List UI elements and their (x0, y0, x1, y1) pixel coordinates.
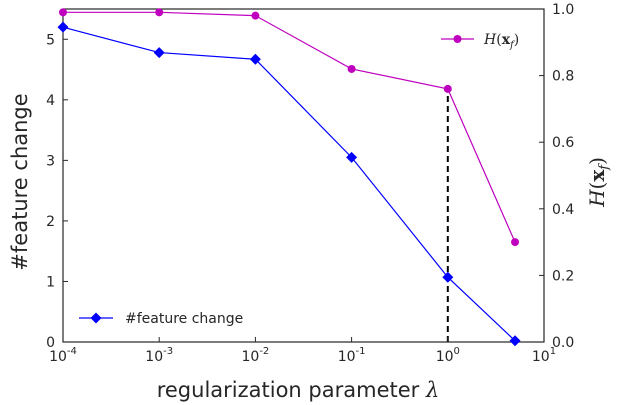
legend-marker-h-xf (453, 35, 462, 43)
right-y-tick-label: 0.4 (552, 202, 574, 218)
left-y-tick-label: 5 (46, 32, 55, 48)
plot-frame (62, 8, 545, 343)
data-point-feature-change (442, 271, 454, 283)
series-group (57, 8, 521, 347)
data-point-feature-change (57, 21, 69, 33)
right-y-tick-label: 0.2 (552, 268, 574, 284)
right-y-tick-label: 0.0 (552, 335, 574, 351)
right-y-tick-label: 1.0 (552, 2, 574, 18)
left-y-tick-label: 2 (46, 214, 55, 230)
data-point-h-xf (443, 84, 452, 93)
data-point-h-xf (59, 8, 67, 17)
data-point-h-xf (347, 64, 356, 73)
left-y-tick-label: 0 (46, 335, 55, 351)
left-y-tick-label: 4 (46, 93, 55, 109)
legend-label-h-xf: H(xf) (483, 32, 519, 51)
x-tick-label: 10-2 (241, 346, 269, 365)
data-point-h-xf (251, 11, 260, 20)
data-point-h-xf (155, 8, 164, 17)
svg-text:H(xf): H(xf) (585, 157, 612, 208)
left-y-tick-label: 1 (46, 274, 55, 290)
right-y-axis-label: H(xf) (585, 157, 612, 208)
right-y-tick-label: 0.6 (552, 135, 574, 151)
x-tick-label: 10-3 (145, 346, 173, 365)
series-line-feature-change (62, 26, 516, 342)
legend-marker-feature-change (90, 312, 102, 324)
data-point-feature-change (153, 47, 165, 59)
data-point-h-xf (511, 238, 520, 247)
data-point-feature-change (249, 53, 261, 65)
data-point-feature-change (509, 335, 521, 347)
legend-h-xf: H(xf) (441, 32, 519, 51)
axes (62, 8, 545, 343)
series-line-h-xf (63, 11, 516, 243)
legend-feature-change: #feature change (79, 311, 243, 327)
x-axis-label: regularization parameter λ (157, 378, 440, 402)
data-point-feature-change (346, 151, 358, 163)
left-y-tick-label: 3 (46, 153, 55, 169)
left-y-axis-label: #feature change (8, 93, 32, 270)
x-tick-label: 10-1 (338, 346, 366, 365)
right-y-tick-label: 0.8 (552, 69, 574, 85)
x-tick-label: 100 (436, 346, 460, 365)
legend-label-feature-change: #feature change (125, 311, 243, 327)
